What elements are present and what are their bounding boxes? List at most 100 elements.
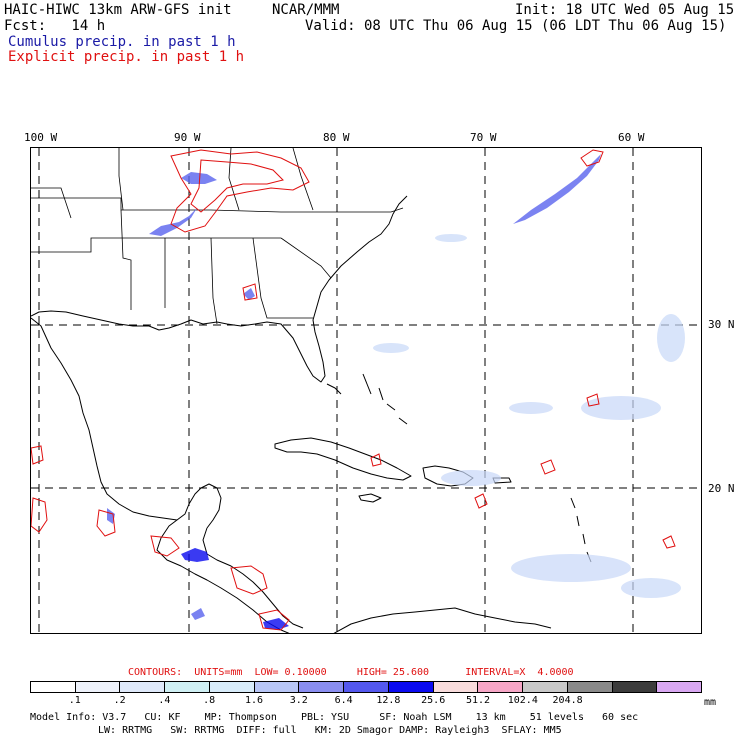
georgia-precip — [243, 288, 255, 300]
south-america-coast — [333, 607, 552, 633]
diff-scheme: DIFF: full — [236, 725, 297, 736]
contour-caribbean-1 — [474, 493, 488, 509]
contour-atlantic-2 — [586, 393, 600, 407]
border-missouri — [118, 148, 124, 211]
sf-scheme: SF: Noah LSM — [379, 712, 452, 723]
border-georgia — [252, 237, 313, 319]
light-precip-1 — [435, 234, 467, 242]
vertical-levels: 51 levels — [529, 712, 584, 723]
graticule — [31, 148, 701, 633]
legend-swatch — [388, 682, 434, 692]
lesser-antilles — [570, 497, 592, 563]
light-precip-7 — [509, 402, 553, 414]
lat-label-30n: 30 N — [708, 318, 735, 331]
lw-scheme: LW: RRTMG — [98, 725, 153, 736]
lon-label-100w: 100 W — [24, 131, 58, 144]
legend-swatch — [433, 682, 479, 692]
contours-label: CONTOURS: — [128, 667, 183, 678]
cumulus-label: Cumulus precip. in past 1 h — [8, 34, 236, 50]
contours-units: UNITS=mm — [194, 667, 243, 678]
ohio-valley-precip — [181, 172, 217, 184]
legend-units: mm — [704, 697, 717, 708]
grid-spacing: 13 km — [475, 712, 506, 723]
legend-tick-label: 204.8 — [552, 695, 583, 706]
bahamas — [362, 373, 408, 425]
init-time: Init: 18 UTC Wed 05 Aug 15 — [515, 2, 735, 18]
model-title: HAIC-HIWC 13km ARW-GFS init — [4, 2, 232, 18]
tennessee-precip — [149, 208, 197, 236]
contours-low: LOW= 0.10000 — [254, 667, 327, 678]
lat-label-20n: 20 N — [708, 482, 735, 495]
contour-georgia — [242, 283, 258, 301]
light-precip-6 — [373, 343, 409, 353]
border-north — [31, 197, 404, 213]
state-borders — [31, 148, 404, 325]
legend-tick-label: 25.6 — [421, 695, 446, 706]
light-precip-8 — [621, 578, 681, 598]
legend-tick-label: 1.6 — [244, 695, 264, 706]
map-canvas — [31, 148, 701, 633]
cu-scheme: CU: KF — [144, 712, 181, 723]
legend-tick-label: .2 — [113, 695, 126, 706]
contour-atlantic — [580, 149, 604, 167]
contour-cuba — [370, 453, 382, 467]
legend-swatch — [523, 682, 568, 692]
km-scheme: KM: 2D Smagor — [314, 725, 394, 736]
mp-scheme: MP: Thompson — [204, 712, 277, 723]
legend-swatch — [478, 682, 524, 692]
damp-scheme: DAMP: Rayleigh3 — [399, 725, 490, 736]
central-america-west — [156, 519, 290, 633]
contour-mexico-2 — [31, 497, 48, 533]
legend-tick-label: 3.2 — [289, 695, 308, 706]
coastlines — [31, 195, 592, 633]
explicit-label: Explicit precip. in past 1 h — [8, 49, 245, 65]
lon-label-90w: 90 W — [174, 131, 201, 144]
contour-caribbean-2 — [540, 459, 556, 475]
legend-swatch — [209, 682, 255, 692]
pacific-precip — [191, 608, 205, 620]
light-precip — [373, 234, 685, 598]
legend-tick-label: .4 — [158, 695, 171, 706]
model-info-line2: LW: RRTMG SW: RRTMG DIFF: full KM: 2D Sm… — [98, 725, 562, 736]
sflay-scheme: SFLAY: MM5 — [501, 725, 562, 736]
legend-tick-label: 102.4 — [507, 695, 538, 706]
legend-swatch — [31, 682, 76, 692]
light-precip-4 — [511, 554, 631, 582]
honduras-precip — [181, 548, 209, 562]
contours-info: CONTOURS: UNITS=mm LOW= 0.10000 HIGH= 25… — [128, 667, 574, 678]
contour-midwest-outer — [170, 149, 310, 233]
color-legend — [30, 681, 702, 693]
contour-midwest-inner — [190, 159, 284, 213]
lon-label-60w: 60 W — [618, 131, 645, 144]
contour-mexico-1 — [31, 445, 44, 465]
precip-map — [30, 147, 702, 634]
legend-swatch — [567, 682, 613, 692]
jamaica — [358, 493, 382, 503]
forecast-hour: Fcst: 14 h — [4, 18, 106, 34]
lon-label-80w: 80 W — [323, 131, 350, 144]
legend-tick-label: 12.8 — [376, 695, 401, 706]
time-step: 60 sec — [602, 712, 639, 723]
border-arkansas — [120, 209, 132, 310]
florida-keys — [326, 383, 342, 395]
model-info-line1: Model Info: V3.7 CU: KF MP: Thompson PBL… — [30, 712, 638, 723]
legend-tick-label: 51.2 — [465, 695, 491, 706]
border-middle — [31, 237, 281, 253]
legend-tick-label: .1 — [68, 695, 81, 706]
border-ohio — [292, 148, 314, 211]
cuba — [274, 437, 412, 481]
contour-guatemala — [150, 535, 180, 557]
model-version: Model Info: V3.7 — [30, 712, 127, 723]
legend-swatch — [344, 682, 389, 692]
contour-bay — [96, 509, 116, 537]
us-gulf-atlantic-coast — [31, 195, 408, 383]
contour-nicaragua — [230, 565, 268, 595]
border-indiana — [228, 148, 240, 211]
legend-swatch — [120, 682, 166, 692]
central-america-pacific — [202, 527, 304, 629]
legend-swatch — [165, 682, 210, 692]
contour-atlantic-3 — [662, 535, 676, 549]
legend-swatch — [254, 682, 300, 692]
legend-swatch — [657, 682, 702, 692]
contours-high: HIGH= 25.600 — [356, 667, 430, 678]
